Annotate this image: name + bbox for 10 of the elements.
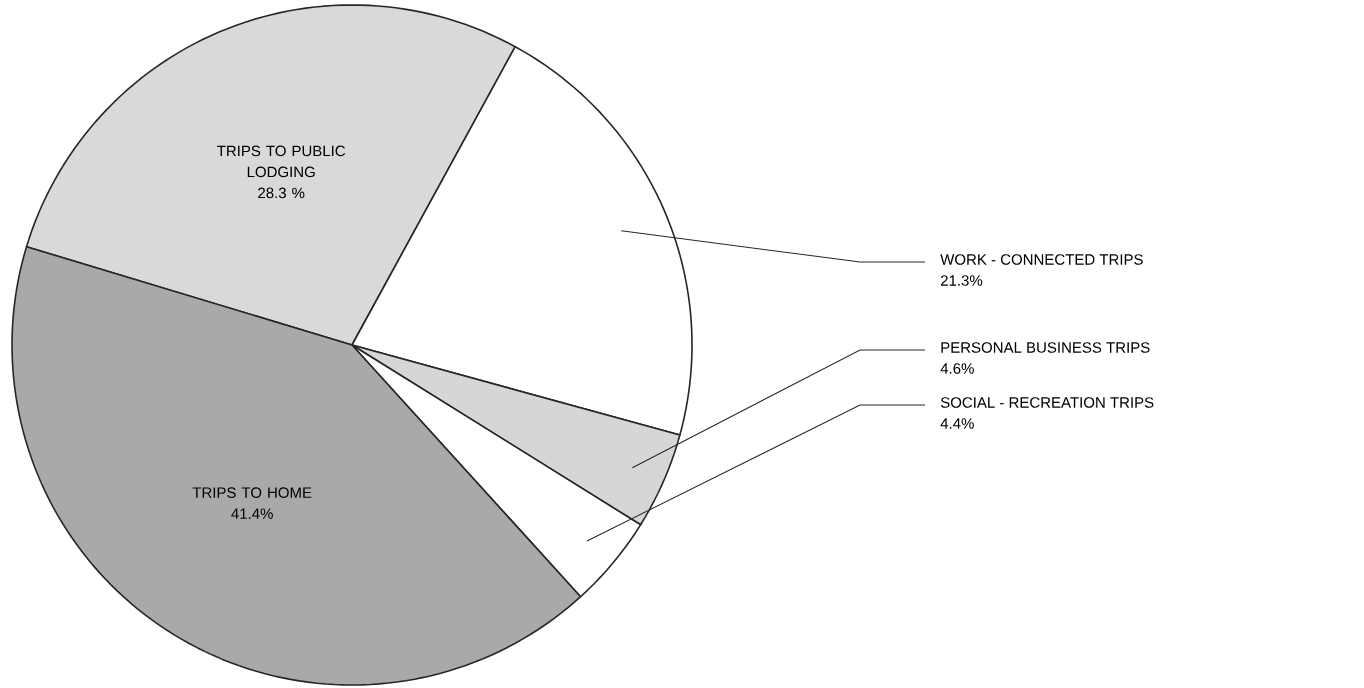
data-label: 21.3% (940, 275, 983, 286)
slice-label: TRIPS TO PUBLIC LODGING (217, 145, 346, 178)
slice-label: PERSONAL BUSINESS TRIPS (941, 342, 1150, 353)
data-label: 28.3 % (258, 187, 305, 199)
slice-label: SOCIAL - RECREATION TRIPS (940, 397, 1154, 408)
data-label: 4.4% (940, 418, 974, 429)
slice-label: TRIPS TO HOME (192, 487, 312, 498)
data-label: 4.6% (940, 363, 974, 374)
slice-label: WORK - CONNECTED TRIPS (940, 254, 1143, 265)
data-label: 41.4% (231, 508, 273, 519)
